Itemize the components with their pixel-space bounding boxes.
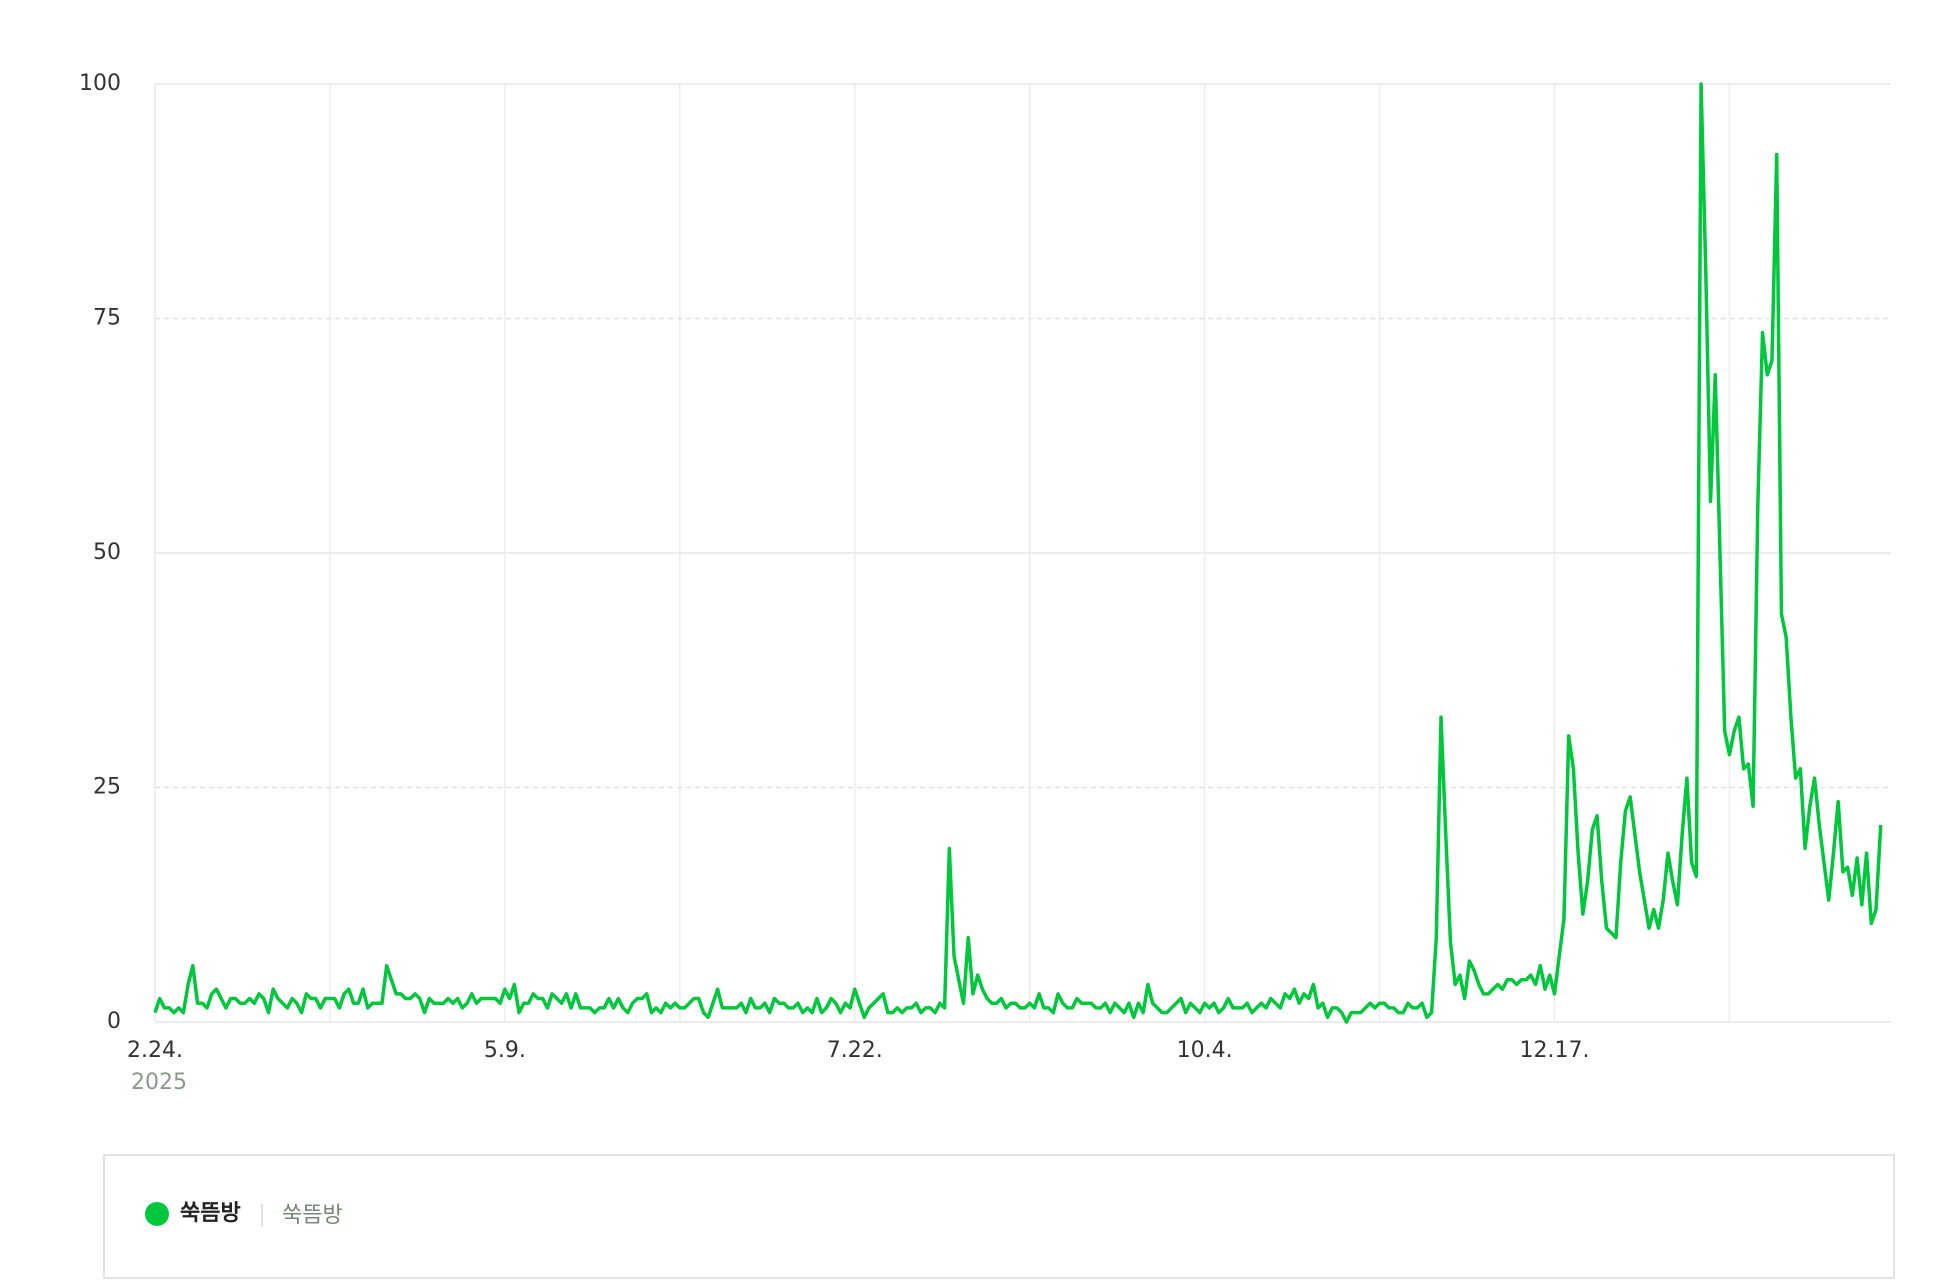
line [153,82,1883,1024]
year-label: 2025 [131,1070,187,1095]
x-tick-label: 12.17. [1520,1038,1590,1063]
x-tick-label: 10.4. [1177,1038,1233,1063]
y-tick-label: 0 [107,1009,121,1034]
y-tick-label: 100 [79,71,121,96]
x-tick-label: 7.22. [827,1038,883,1063]
legend-label: 쑥뜸방 [180,1201,241,1226]
y-tick-label: 25 [93,775,121,800]
legend-marker [145,1202,169,1226]
legend-keywords: 쑥뜸방 [282,1203,343,1228]
y-tick-label: 50 [93,540,121,565]
y-tick-label: 75 [93,306,121,331]
x-tick-label: 2.24. [127,1038,183,1063]
legend-box [103,1154,1895,1279]
x-tick-label: 5.9. [484,1038,526,1063]
